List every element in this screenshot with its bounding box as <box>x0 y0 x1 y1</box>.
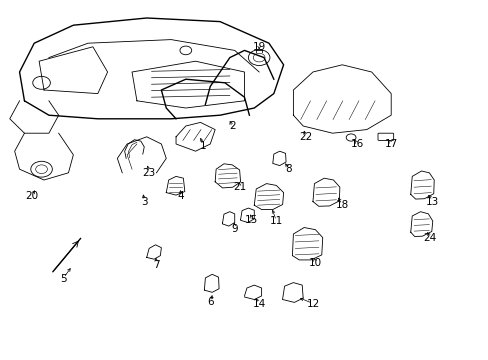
Text: 8: 8 <box>285 164 291 174</box>
Text: 23: 23 <box>142 168 156 178</box>
Text: 13: 13 <box>425 197 439 207</box>
Text: 22: 22 <box>298 132 312 142</box>
Text: 17: 17 <box>384 139 397 149</box>
Text: 2: 2 <box>228 121 235 131</box>
Text: 16: 16 <box>349 139 363 149</box>
Text: 10: 10 <box>308 258 321 268</box>
Text: 7: 7 <box>153 260 160 270</box>
Text: 21: 21 <box>232 182 246 192</box>
Text: 9: 9 <box>231 224 238 234</box>
Text: 24: 24 <box>423 233 436 243</box>
Text: 14: 14 <box>252 299 265 309</box>
Text: 5: 5 <box>60 274 67 284</box>
Text: 6: 6 <box>206 297 213 307</box>
Text: 19: 19 <box>252 42 265 52</box>
Text: 18: 18 <box>335 200 348 210</box>
Text: 15: 15 <box>244 215 258 225</box>
Text: 1: 1 <box>199 141 206 151</box>
Text: 4: 4 <box>177 191 184 201</box>
Text: 3: 3 <box>141 197 147 207</box>
Text: 12: 12 <box>305 299 319 309</box>
Text: 11: 11 <box>269 216 283 226</box>
Text: 20: 20 <box>25 191 38 201</box>
